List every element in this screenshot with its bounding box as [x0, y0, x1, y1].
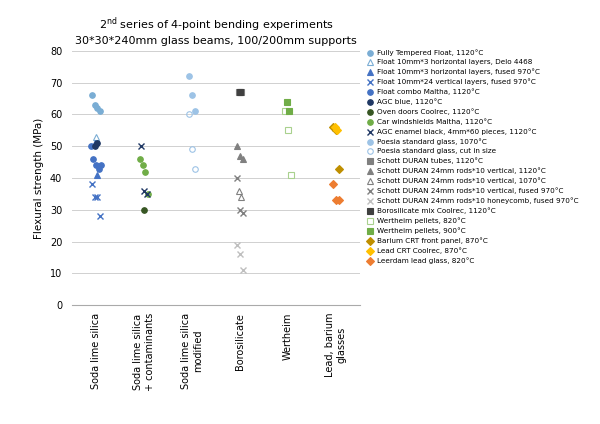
Title: $\mathregular{2^{nd}}$ series of 4-point bending experiments
30*30*240mm glass b: $\mathregular{2^{nd}}$ series of 4-point… [75, 16, 357, 46]
Legend: Fully Tempered Float, 1120°C, Float 10mm*3 horizontal layers, Delo 4468, Float 1: Fully Tempered Float, 1120°C, Float 10mm… [367, 50, 578, 264]
Y-axis label: Flexural strength (MPa): Flexural strength (MPa) [34, 117, 44, 239]
